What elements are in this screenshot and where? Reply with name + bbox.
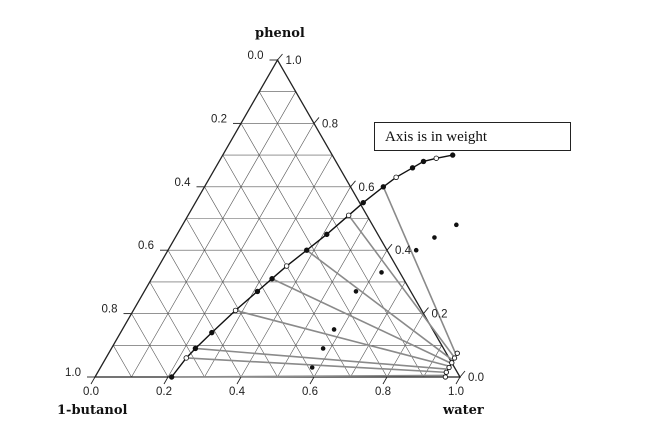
data-points xyxy=(168,152,460,380)
binodal-point xyxy=(449,360,455,366)
feed-point xyxy=(432,235,437,240)
feed-point xyxy=(454,222,459,228)
tick-label-left: 0.2 xyxy=(211,113,227,125)
feed-point xyxy=(320,346,326,351)
tick-mark xyxy=(277,53,283,61)
binodal-point xyxy=(192,345,199,352)
tick-label-right: 0.6 xyxy=(359,182,375,194)
grid-line xyxy=(167,250,242,378)
tie-line xyxy=(271,278,451,364)
vertex-label-phenol: phenol xyxy=(255,26,305,41)
feed-point xyxy=(413,247,419,253)
tie-line xyxy=(306,249,453,361)
tick-label-bottom: 1.0 xyxy=(448,386,464,398)
tick-label-bottom: 0.0 xyxy=(83,386,99,398)
grid-line xyxy=(112,345,132,378)
tick-label-left: 1.0 xyxy=(65,367,81,379)
tie-line xyxy=(171,374,445,378)
tick-mark xyxy=(350,180,356,188)
tick-label-left: 0.8 xyxy=(102,304,118,316)
binodal-point xyxy=(360,199,366,206)
grid-line xyxy=(240,123,388,378)
binodal-curves xyxy=(171,154,458,378)
annotation-box: Axis is in weight xyxy=(374,122,571,151)
grid-line xyxy=(185,218,278,378)
binodal-point xyxy=(324,231,330,238)
binodal-point xyxy=(451,355,458,361)
grid-line xyxy=(131,313,169,378)
tie-lines xyxy=(171,186,457,378)
binodal-point xyxy=(446,364,452,371)
tick-mark xyxy=(455,376,461,385)
binodal-point xyxy=(450,152,456,158)
tick-label-right: 0.2 xyxy=(432,309,448,321)
tick-label-left: 0.6 xyxy=(138,240,154,252)
tick-label-right: 1.0 xyxy=(286,55,302,67)
tick-mark xyxy=(382,376,388,385)
tick-label-bottom: 0.8 xyxy=(375,386,391,398)
binodal-point xyxy=(420,158,427,165)
feed-point xyxy=(331,327,337,332)
tick-label-bottom: 0.2 xyxy=(156,386,172,398)
tick-label-left: 0.0 xyxy=(248,50,264,62)
binodal-point xyxy=(393,174,399,180)
tick-mark xyxy=(386,243,393,251)
tie-line xyxy=(235,309,449,367)
tick-label-right: 0.4 xyxy=(395,245,412,257)
vertex-label-1-butanol: 1-butanol xyxy=(57,403,128,418)
binodal-point xyxy=(454,350,460,356)
tick-label-right: 0.0 xyxy=(468,372,484,384)
tick-label-bottom: 0.4 xyxy=(229,386,246,398)
binodal-point xyxy=(442,374,449,380)
binodal-point xyxy=(380,184,387,190)
tie-line xyxy=(195,347,447,370)
tick-mark xyxy=(236,376,242,385)
feed-point xyxy=(379,270,384,275)
grid-line xyxy=(277,218,370,378)
tick-mark xyxy=(163,376,169,385)
tick-mark xyxy=(90,376,96,385)
binodal-point xyxy=(345,212,352,219)
binodal-point xyxy=(283,263,290,269)
binodal-point xyxy=(304,247,310,253)
binodal-point xyxy=(433,155,439,161)
tie-line xyxy=(186,357,445,374)
tick-label-bottom: 0.6 xyxy=(302,386,318,398)
tick-mark xyxy=(313,117,320,124)
vertex-label-water: water xyxy=(442,403,484,418)
tick-mark xyxy=(309,376,315,385)
binodal-point xyxy=(409,165,416,171)
tie-line xyxy=(382,186,457,354)
binodal-point xyxy=(269,276,275,282)
feed-point xyxy=(353,289,359,294)
grid-line xyxy=(131,91,297,378)
tick-label-right: 0.8 xyxy=(322,118,338,130)
tick-label-left: 0.4 xyxy=(175,177,192,189)
binodal-point xyxy=(232,307,239,314)
grid-line xyxy=(204,154,333,378)
binodal-point xyxy=(254,288,261,295)
binodal-point xyxy=(183,355,189,361)
grid-line xyxy=(149,281,205,378)
binodal-point xyxy=(168,374,175,380)
tick-mark xyxy=(459,370,466,378)
tie-line xyxy=(348,214,455,357)
grid-line xyxy=(204,186,315,378)
binodal-point xyxy=(209,329,215,336)
feed-point xyxy=(309,365,315,370)
grid-line xyxy=(258,91,424,378)
tick-mark xyxy=(423,307,429,314)
tick-labels: 0.00.0 1.00.20.2 0.80.40.4 0.60.60.6 0.40.80… xyxy=(65,50,484,398)
binodal-point xyxy=(443,369,449,375)
grid-lines xyxy=(112,91,443,378)
